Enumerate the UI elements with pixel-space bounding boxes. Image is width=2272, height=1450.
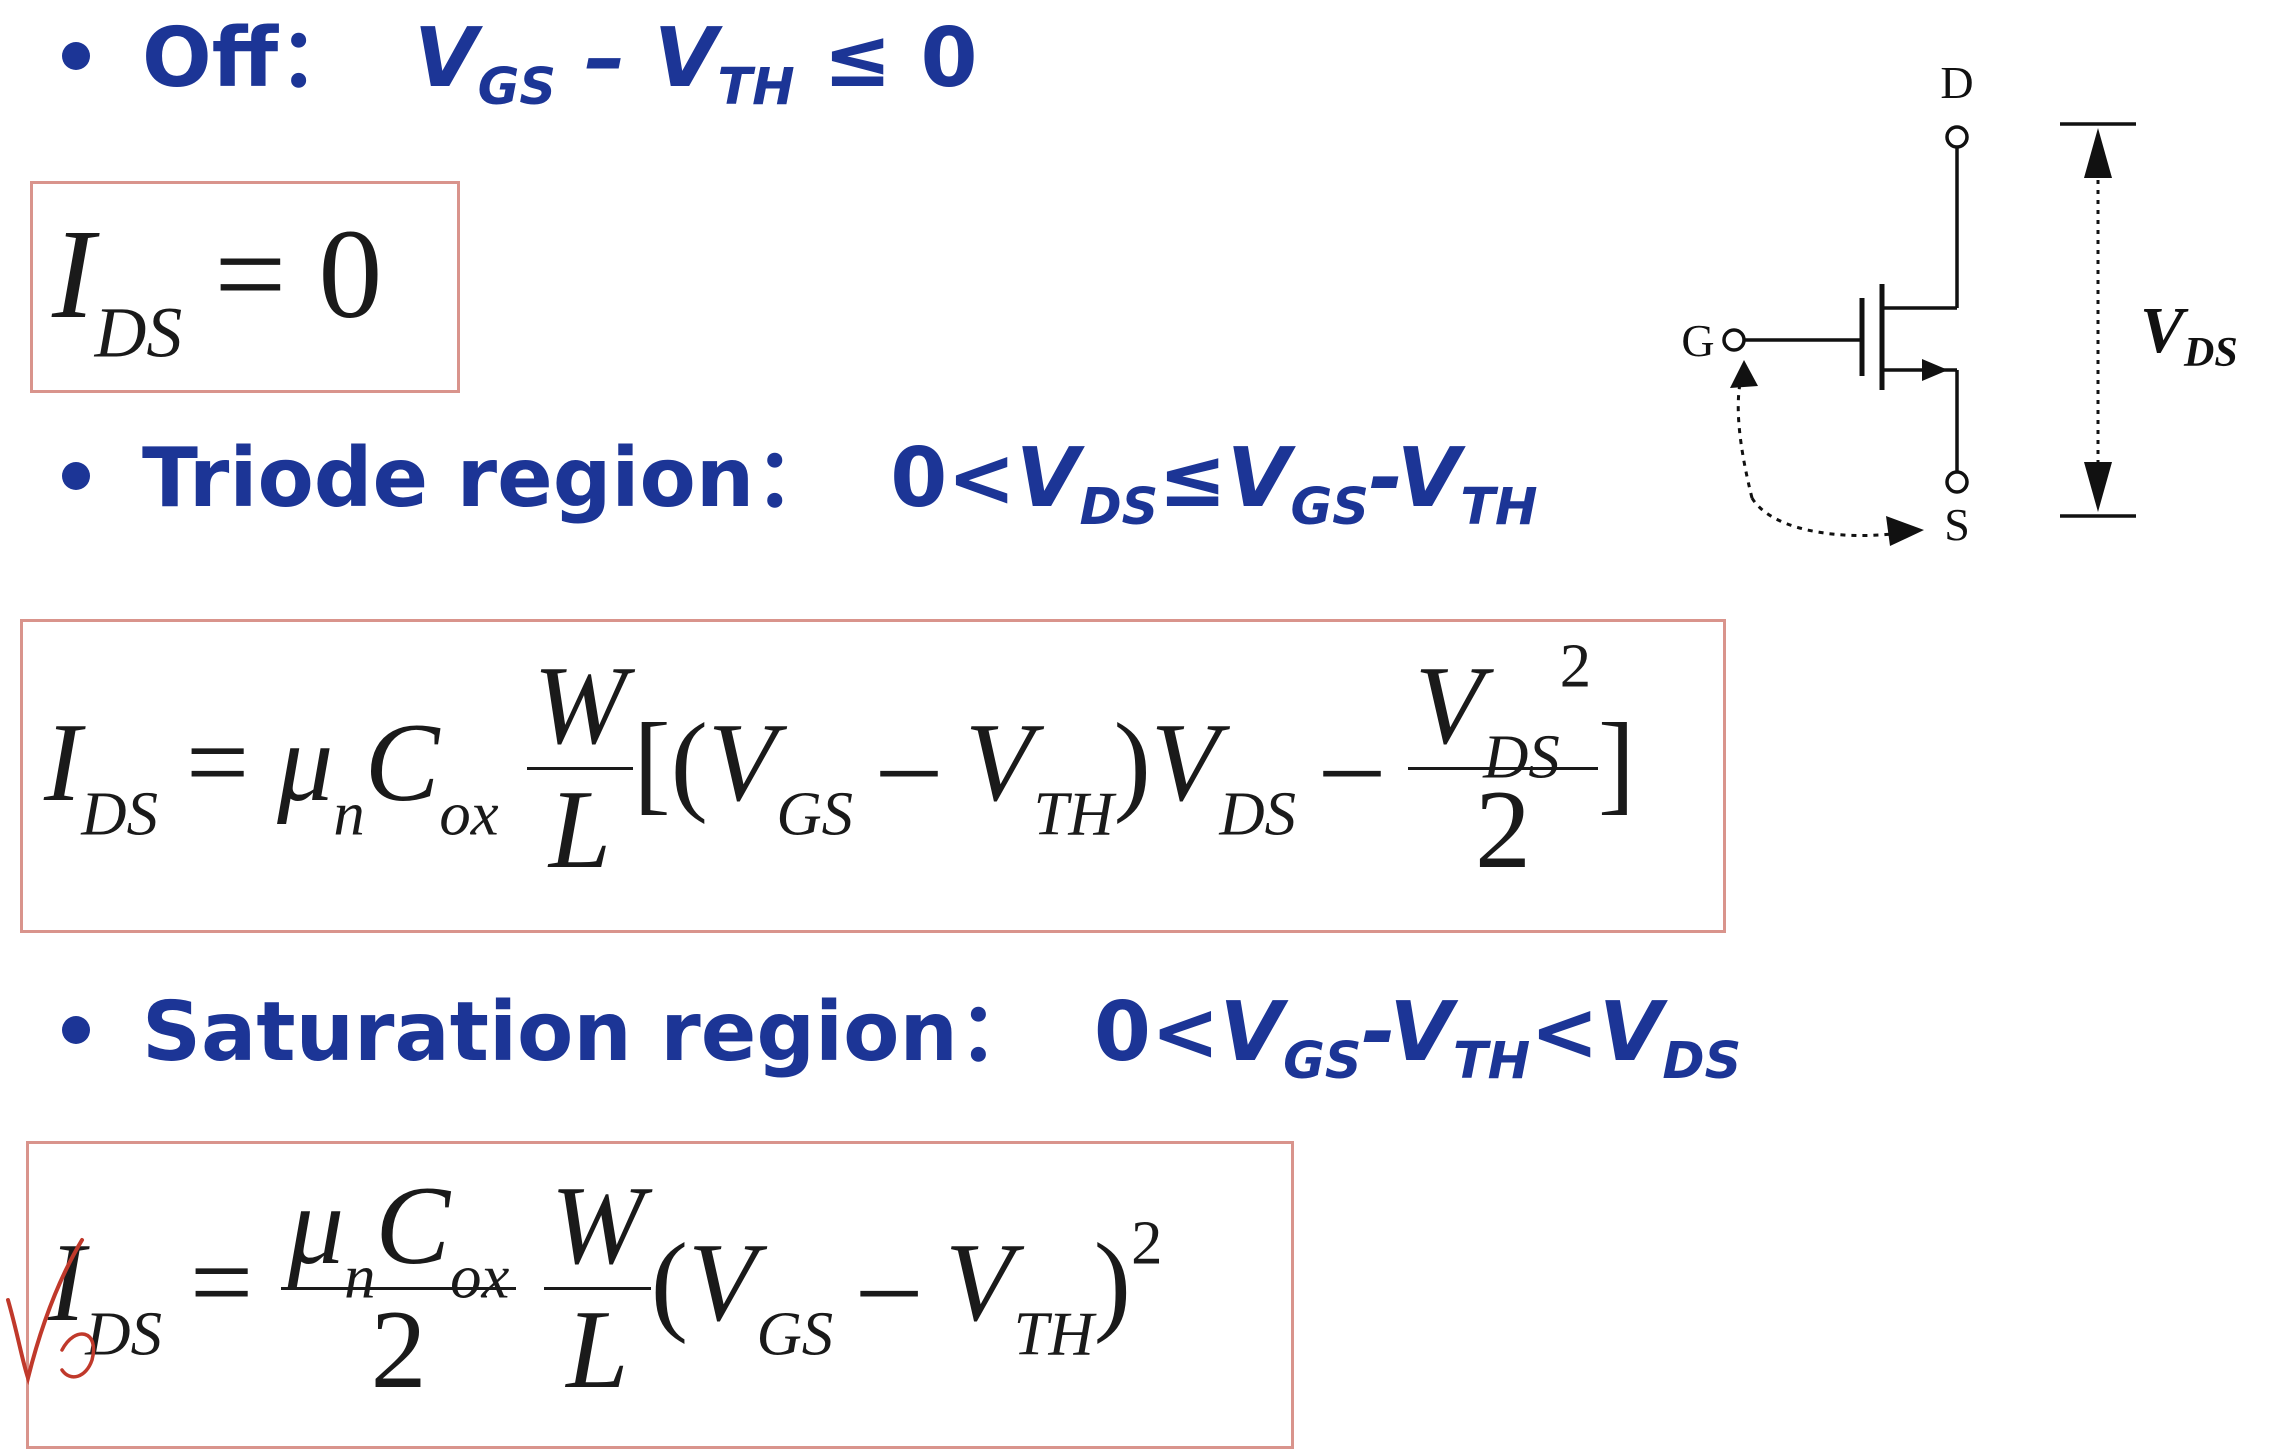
triode-heading: Triode region： 0<VDS≤VGS-VTH bbox=[62, 438, 1538, 532]
vds-down-arrow-icon bbox=[2084, 462, 2112, 512]
off-condition: VGS – VTH ≤ 0 bbox=[414, 11, 978, 116]
off-equation: IDS = 0 bbox=[52, 203, 383, 373]
triode-equation: IDS = μnCox W L [(VGS – VTH)VDS – VDS2 2] bbox=[44, 630, 1636, 893]
gate-terminal bbox=[1722, 328, 1746, 352]
bullet-icon bbox=[62, 41, 90, 70]
saturation-condition: 0<VGS-VTH<VDS bbox=[1093, 985, 1742, 1090]
off-heading: Off： VGS – VTH ≤ 0 bbox=[62, 18, 978, 112]
triode-label: Triode region： bbox=[142, 431, 837, 526]
bullet-icon bbox=[62, 461, 90, 490]
triode-condition: 0<VDS≤VGS-VTH bbox=[890, 431, 1538, 536]
vds-up-arrow-icon bbox=[2084, 128, 2112, 178]
triode-equation-box bbox=[20, 619, 1726, 933]
vds-squared-over-2: VDS2 2 bbox=[1408, 635, 1598, 891]
gate-source-dotted-arrow bbox=[1736, 367, 1754, 499]
bullet-icon bbox=[62, 1015, 90, 1044]
vds-label: VDS bbox=[2140, 294, 2238, 376]
gate-label: G bbox=[1681, 315, 1714, 366]
off-label: Off： bbox=[142, 11, 361, 106]
drain-terminal bbox=[1945, 125, 1969, 149]
drain-label: D bbox=[1940, 57, 1973, 108]
mosfet-circuit: D G S VDS bbox=[1681, 57, 2238, 550]
saturation-label: Saturation region： bbox=[142, 985, 1040, 1080]
gate-source-dotted-curve bbox=[1750, 497, 1893, 537]
source-terminal bbox=[1945, 470, 1969, 494]
saturation-equation: IDS = μnCox 2 W L (VGS – VTH)2 bbox=[48, 1164, 1163, 1413]
saturation-equation-box bbox=[26, 1141, 1294, 1449]
mu-cox-over-2: μnCox 2 bbox=[281, 1166, 517, 1411]
source-pointer-arrow-icon bbox=[1886, 516, 1924, 546]
saturation-heading: Saturation region： 0<VGS-VTH<VDS bbox=[62, 992, 1741, 1086]
source-label: S bbox=[1944, 499, 1970, 550]
handwritten-check-annotation bbox=[6, 1238, 96, 1386]
gate-arrow-icon bbox=[1730, 360, 1758, 388]
source-arrow-icon bbox=[1922, 359, 1948, 381]
off-equation-box bbox=[30, 181, 460, 393]
